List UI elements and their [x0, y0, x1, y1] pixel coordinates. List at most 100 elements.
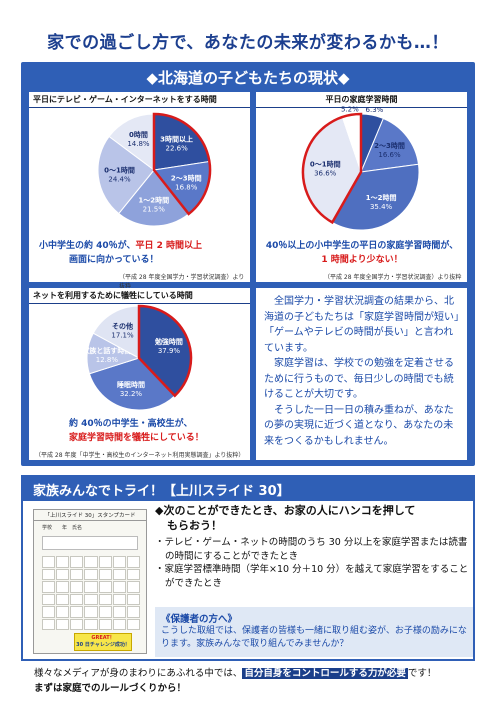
stamp-cell — [70, 618, 84, 630]
pie-slice-s2 — [331, 163, 420, 231]
screen-time-panel: 平日にテレビ・ゲーム・インターネットをする時間 3時間以上 22.6% 2～3時間 1… — [29, 92, 250, 290]
pie-label: 0～1時間 — [104, 165, 135, 174]
stamp-cell — [56, 581, 70, 593]
panel-title: 平日の家庭学習時間 — [256, 92, 467, 108]
home-study-panel: 平日の家庭学習時間 3時間以上6.3%2～3時間16.6%1～2時間35.4%0… — [256, 92, 467, 282]
stamp-cell — [126, 618, 140, 630]
pie-label: 睡眠時間 — [117, 380, 145, 389]
stamp-cell — [56, 556, 70, 568]
stamp-cell — [70, 593, 84, 605]
pie-value-label: 5.2% — [341, 106, 359, 113]
stamp-cell — [84, 593, 98, 605]
stamp-cell — [126, 581, 140, 593]
stamp-cell — [70, 581, 84, 593]
pie-value-label: 24.4% — [108, 175, 131, 183]
pie-slice-s1 — [360, 117, 420, 173]
pie-label: 1～2時間 — [366, 193, 397, 202]
pie-label: その他 — [112, 321, 133, 330]
guardian-text: こうした取組では、保護者の皆様も一緒に取り組む姿が、お子様の励みになります。家族… — [161, 626, 467, 649]
note-highlight: 家庭学習時間を犠牲にしている！ — [69, 432, 204, 443]
pie-slice-s3 — [97, 135, 155, 215]
panel-title: 平日にテレビ・ゲーム・インターネットをする時間 — [29, 92, 250, 108]
pie-value-label: 32.2% — [120, 390, 143, 398]
family-try-header: 家族みんなでトライ！【上川スライド 30】 — [23, 477, 473, 501]
stamp-cell — [56, 618, 70, 630]
stamp-grid — [42, 556, 140, 630]
stamp-cell — [112, 606, 126, 618]
source-caption: （平成 28 年度全国学力・学習状況調査）より抜粋 — [324, 274, 462, 281]
explanation-panel: 全国学力・学習状況調査の結果から、北海道の子どもたちは「家庭学習時間が短い」「ゲ… — [256, 288, 467, 460]
stamp-cell — [84, 606, 98, 618]
try-list-item: ・家庭学習標準時間（学年×10 分＋10 分）を越えて家庭学習をすることができた… — [155, 564, 469, 590]
guardian-note: 《保護者の方へ》 こうした取組では、保護者の皆様も一緒に取り組む姿が、お子様の励… — [155, 607, 473, 657]
pie-label: 2～3時間 — [171, 174, 202, 183]
note-highlight: 1 時間より少ない！ — [321, 254, 403, 265]
note-text: 小中学生の約 40％が、 — [39, 241, 136, 251]
stamp-cell — [126, 593, 140, 605]
pie-value-label: 12.8% — [96, 356, 119, 364]
pie-value-label: 16.8% — [175, 184, 198, 192]
stamp-card-title: 「上川スライド 30」スタンプカード — [34, 510, 146, 521]
stamp-cell — [70, 606, 84, 618]
stamp-cell — [84, 581, 98, 593]
stamp-cell — [98, 618, 112, 630]
pie-label: 0時間 — [129, 130, 148, 139]
source-caption: （平成 28 年度「中学生・高校生のインターネット利用実態調査」より抜粋） — [35, 452, 245, 459]
stamp-cell — [98, 581, 112, 593]
try-lead-line: ◆次のことができたとき、お家の人にハンコを押して — [155, 504, 416, 517]
try-list: ・テレビ・ゲーム・ネットの時間のうち 30 分以上を家庭学習または読書の時間にす… — [155, 536, 473, 591]
pie-value-label: 36.6% — [314, 170, 337, 178]
explanation-paragraph: 家庭学習は、学校での勉強を定着させるために行うもので、毎日少しの時間でも続けるこ… — [264, 358, 454, 400]
status-section: ◆北海道の子どもたちの現状◆ 平日にテレビ・ゲーム・インターネットをする時間 3… — [21, 62, 475, 466]
pie-highlight-outline — [301, 112, 363, 225]
stamp-cell — [112, 568, 126, 580]
pie-slice-s1 — [88, 357, 176, 411]
great-sub-label: 30 日チャレンジ成功！ — [76, 641, 130, 648]
footer-text: 様々なメディアが身のまわりにあふれる中では、 — [34, 668, 243, 679]
try-instructions: ◆次のことができたとき、お家の人にハンコを押して もらおう！ ・テレビ・ゲーム・… — [155, 503, 473, 591]
pie-value-label: 14.8% — [127, 140, 150, 148]
stamp-cell — [112, 593, 126, 605]
pie-label: 0～1時間 — [310, 160, 341, 169]
stamp-cell — [42, 568, 56, 580]
note-highlight: 平日 2 時間以上 — [135, 241, 203, 251]
panel-title: ネットを利用するために犠牲にしている時間 — [29, 288, 250, 304]
pie-label: 3時間以上 — [160, 135, 193, 144]
try-lead: ◆次のことができたとき、お家の人にハンコを押して もらおう！ — [155, 503, 473, 534]
pie-value-label: 17.1% — [111, 331, 134, 339]
stamp-cell — [126, 568, 140, 580]
pie-value-label: 21.5% — [143, 206, 166, 214]
stamp-cell — [42, 581, 56, 593]
stamp-card-name-line: 学校 年 氏名 — [42, 525, 83, 531]
stamp-cell — [112, 618, 126, 630]
pie-label: 家族と話す時間 — [82, 346, 131, 355]
footer-message: 様々なメディアが身のまわりにあふれる中では、 自分自身をコントロールする力が必要で… — [34, 666, 474, 696]
note-text: 40％以上の小中学生の平日の家庭学習時間が、 — [265, 241, 459, 251]
pie-slice-s2 — [118, 169, 190, 227]
stamp-card: 「上川スライド 30」スタンプカード 学校 年 氏名 GREAT！ 30 日チャ… — [33, 509, 147, 654]
stamp-cell — [98, 556, 112, 568]
sacrificed-time-panel: ネットを利用するために犠牲にしている時間 勉強時間 37.9% 睡眠時間 32.2% 家… — [29, 288, 250, 460]
stamp-cell — [98, 606, 112, 618]
great-badge: GREAT！ 30 日チャレンジ成功！ — [74, 633, 132, 651]
stamp-cell — [70, 556, 84, 568]
source-caption: （平成 28 年度全国学力・学習状況調査）より抜粋 — [119, 274, 245, 290]
stamp-cell — [56, 568, 70, 580]
home-study-note: 40％以上の小中学生の平日の家庭学習時間が、 1 時間より少ない！ — [258, 240, 466, 267]
footer-highlight: 自分自身をコントロールする力が必要 — [242, 668, 408, 679]
stamp-cell — [42, 556, 56, 568]
great-label: GREAT！ — [91, 635, 115, 641]
pie-slice-s3 — [92, 305, 140, 359]
stamp-cell — [56, 593, 70, 605]
stamp-cell — [112, 556, 126, 568]
section-title: ◆北海道の子どもたちの現状◆ — [146, 69, 350, 87]
pie-highlight-outline — [152, 112, 212, 216]
stamp-cell — [84, 556, 98, 568]
stamp-cell — [42, 593, 56, 605]
pie-value-label: 35.4% — [370, 203, 393, 211]
explanation-paragraph: そうした一日一日の積み重ねが、あなたの夢の実現に近づく道となり、あなたの未来をつ… — [264, 404, 454, 447]
try-list-item: ・テレビ・ゲーム・ネットの時間のうち 30 分以上を家庭学習または読書の時間にす… — [155, 536, 468, 562]
screen-time-note: 小中学生の約 40％が、平日 2 時間以上 画面に向かっている！ — [39, 240, 249, 267]
